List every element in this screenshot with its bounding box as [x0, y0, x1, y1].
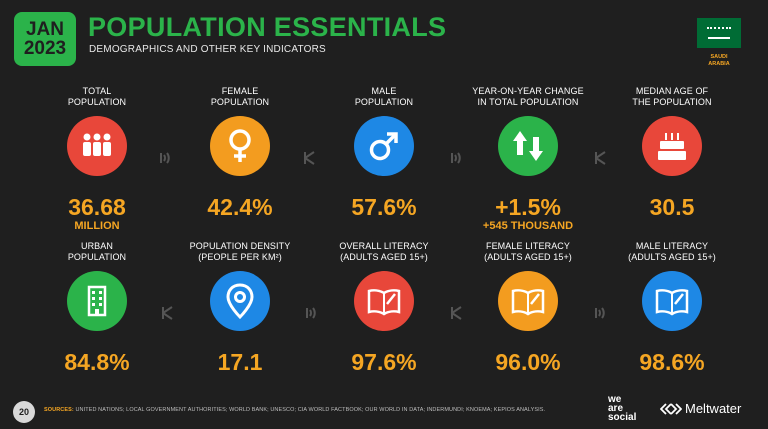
- meltwater-mark-icon: [660, 402, 682, 415]
- watermark-icon: [160, 152, 170, 164]
- stat-female-literacy: FEMALE LITERACY (ADULTS AGED 15+) 96.0%: [458, 241, 598, 375]
- we-are-social-logo: we are social: [608, 394, 637, 423]
- date-badge: JAN 2023: [14, 12, 76, 66]
- stat-median-age: MEDIAN AGE OF THE POPULATION 30.5: [602, 86, 742, 220]
- stat-value: 17.1: [217, 349, 263, 375]
- stat-value: 84.8%: [64, 349, 130, 375]
- stat-subvalue: MILLION: [74, 220, 120, 232]
- watermark-icon: [162, 306, 173, 320]
- page-number: 20: [13, 401, 35, 423]
- book-icon: [498, 271, 558, 331]
- watermark-icon: [451, 152, 461, 164]
- location-pin-icon: [210, 271, 270, 331]
- watermark-icon: [595, 151, 606, 165]
- stat-value: 30.5: [649, 194, 695, 220]
- birthday-cake-icon: [642, 116, 702, 176]
- badge-month: JAN: [25, 19, 64, 40]
- stat-urban-population: URBAN POPULATION 84.8%: [27, 241, 167, 375]
- male-icon: [354, 116, 414, 176]
- watermark-icon: [306, 307, 316, 319]
- stat-value: 36.68: [68, 194, 126, 220]
- stat-value: 96.0%: [495, 349, 561, 375]
- stat-value: 97.6%: [351, 349, 417, 375]
- watermark-icon: [595, 307, 605, 319]
- badge-year: 2023: [23, 38, 67, 59]
- stat-female-population: FEMALE POPULATION 42.4%: [170, 86, 310, 220]
- stat-yoy-change: YEAR-ON-YEAR CHANGE IN TOTAL POPULATION …: [458, 86, 598, 233]
- stat-male-literacy: MALE LITERACY (ADULTS AGED 15+) 98.6%: [602, 241, 742, 375]
- stat-value: 98.6%: [639, 349, 705, 375]
- book-icon: [642, 271, 702, 331]
- stat-value: +1.5%: [495, 194, 561, 220]
- meltwater-logo: Meltwater: [660, 401, 741, 416]
- watermark-icon: [451, 306, 462, 320]
- watermark-icon: [304, 151, 315, 165]
- page-subtitle: DEMOGRAPHICS AND OTHER KEY INDICATORS: [89, 44, 326, 55]
- saudi-flag-icon: [697, 18, 741, 48]
- people-icon: [67, 116, 127, 176]
- book-icon: [354, 271, 414, 331]
- up-down-arrows-icon: [498, 116, 558, 176]
- building-icon: [67, 271, 127, 331]
- sources-text: SOURCES: UNITED NATIONS; LOCAL GOVERNMEN…: [44, 407, 546, 413]
- country-label: SAUDI ARABIA: [708, 54, 730, 67]
- stat-subvalue: +545 THOUSAND: [482, 220, 574, 232]
- stat-total-population: TOTAL POPULATION 36.68 MILLION: [27, 86, 167, 233]
- stat-value: 42.4%: [207, 194, 273, 220]
- female-icon: [210, 116, 270, 176]
- stat-population-density: POPULATION DENSITY (PEOPLE PER KM²) 17.1: [170, 241, 310, 375]
- stat-value: 57.6%: [351, 194, 417, 220]
- stat-overall-literacy: OVERALL LITERACY (ADULTS AGED 15+) 97.6%: [314, 241, 454, 375]
- page-title: POPULATION ESSENTIALS: [88, 12, 447, 42]
- stat-male-population: MALE POPULATION 57.6%: [314, 86, 454, 220]
